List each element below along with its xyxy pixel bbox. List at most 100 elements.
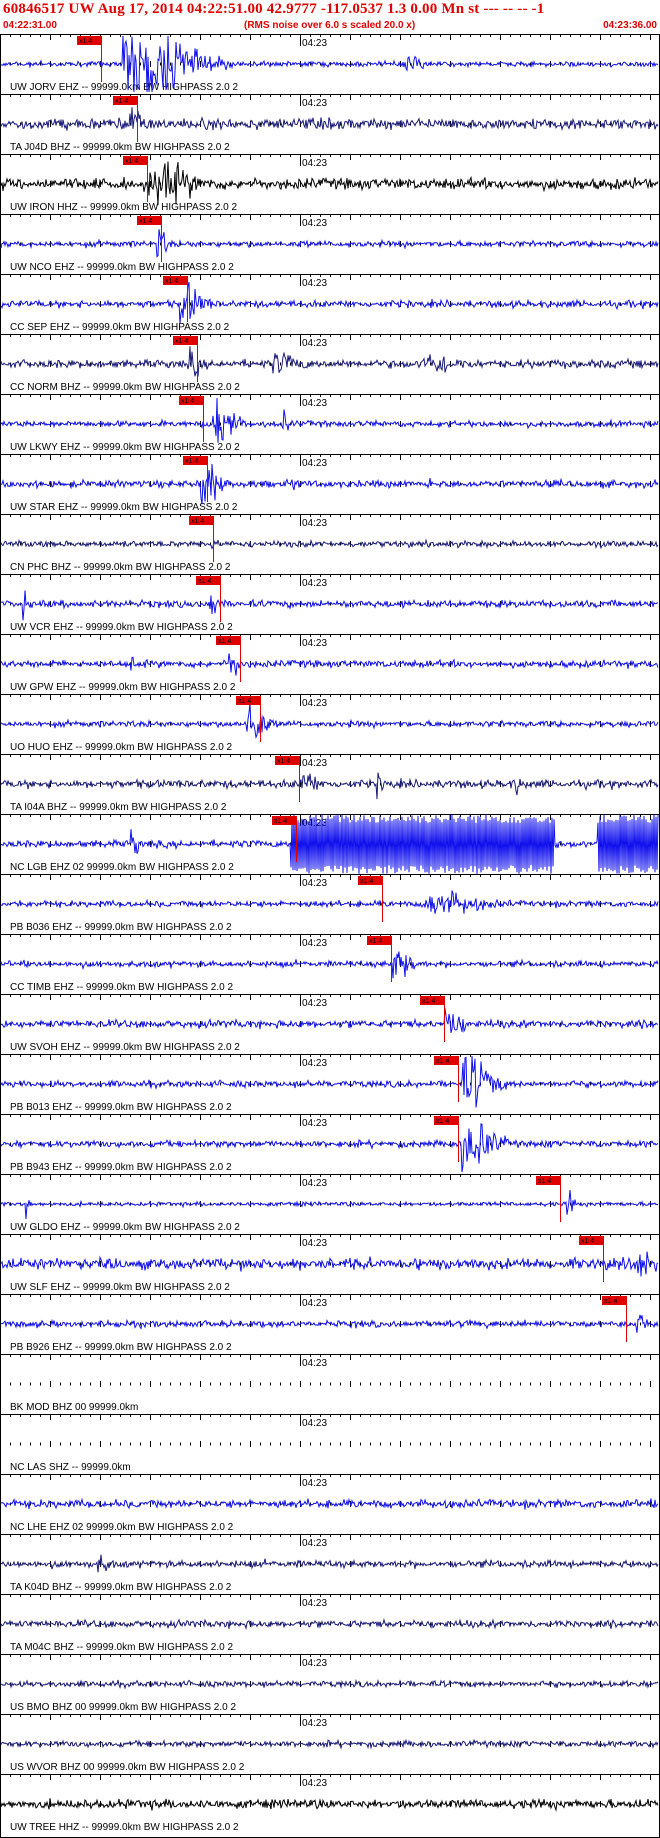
minute-label: 04:23 xyxy=(302,458,327,469)
pick-label: x1 4 xyxy=(165,278,178,285)
minute-label: 04:23 xyxy=(302,578,327,589)
minute-label: 04:23 xyxy=(302,338,327,349)
pick-label: x1 4 xyxy=(538,1178,551,1185)
pick-flag xyxy=(367,936,391,945)
minute-label: 04:23 xyxy=(302,1358,327,1369)
station-label: TA I04A BHZ -- 99999.0km BW HIGHPASS 2.0… xyxy=(10,802,227,813)
station-label: UW LKWY EHZ -- 99999.0km BW HIGHPASS 2.0… xyxy=(10,442,240,453)
waveform xyxy=(0,1618,659,1631)
pick-label: x1 4 xyxy=(198,578,211,585)
minute-label: 04:23 xyxy=(302,638,327,649)
time-ticks xyxy=(0,574,660,607)
pick-flag xyxy=(173,336,197,345)
pick-label: x1 4 xyxy=(175,338,188,345)
pick-label: x1 4 xyxy=(369,938,382,945)
seismogram-panel: 04:23 UW JORV EHZ -- 99999.0km BW HIGHPAS… xyxy=(0,34,660,1838)
minute-label: 04:23 xyxy=(302,758,327,769)
station-label: NC LGB EHZ 02 99999.0km BW HIGHPASS 2.0 … xyxy=(10,862,234,873)
minute-label: 04:23 xyxy=(302,1238,327,1249)
pick-label: x1 4 xyxy=(185,458,198,465)
time-ticks xyxy=(0,1114,660,1147)
pick-flag xyxy=(434,1116,458,1125)
station-label: CC TIMB EHZ -- 99999.0km BW HIGHPASS 2.0… xyxy=(10,982,233,993)
minute-label: 04:23 xyxy=(302,398,327,409)
waveform xyxy=(0,951,659,979)
pick-flag xyxy=(113,96,137,105)
pick-label: x1 4 xyxy=(238,698,251,705)
station-label: UW TREE HHZ -- 99999.0km BW HIGHPASS 2.0… xyxy=(10,1822,239,1833)
pick-flag xyxy=(163,276,187,285)
waveform xyxy=(0,1497,659,1510)
station-label: UW JORV EHZ -- 99999.0km BW HIGHPASS 2.0… xyxy=(10,82,238,93)
seismogram-plot: 04:23 UW JORV EHZ -- 99999.0km BW HIGHPAS… xyxy=(0,34,660,1838)
pick-flag xyxy=(77,36,101,45)
waveform xyxy=(0,346,659,377)
pick-flag xyxy=(579,1236,603,1245)
scale-note: (RMS noise over 6.0 s scaled 20.0 x) xyxy=(244,20,416,31)
pick-flag xyxy=(216,636,240,645)
station-label: NC LHE EHZ 02 99999.0km BW HIGHPASS 2.0 … xyxy=(10,1522,234,1533)
pick-flag xyxy=(272,816,296,825)
waveform xyxy=(0,398,659,443)
station-label: UW VCR EHZ -- 99999.0km BW HIGHPASS 2.0 … xyxy=(10,622,233,633)
station-label: PB B036 EHZ -- 99999.0km BW HIGHPASS 2.0… xyxy=(10,922,232,933)
time-ticks xyxy=(0,754,660,787)
waveform xyxy=(0,538,659,550)
station-label: BK MOD BHZ 00 99999.0km xyxy=(10,1402,138,1413)
waveform xyxy=(1,590,659,621)
waveform xyxy=(0,281,659,324)
waveform xyxy=(0,229,659,258)
waveform xyxy=(0,1251,659,1277)
station-label: UW GPW EHZ -- 99999.0km BW HIGHPASS 2.0 … xyxy=(10,682,236,693)
waveform xyxy=(0,1797,659,1812)
end-time: 04:23:36.00 xyxy=(603,20,657,31)
station-label: CN PHC BHZ -- 99999.0km BW HIGHPASS 2.0 … xyxy=(10,562,231,573)
minute-label: 04:23 xyxy=(302,1118,327,1129)
waveform xyxy=(0,653,659,676)
station-label: PB B926 EHZ -- 99999.0km BW HIGHPASS 2.0… xyxy=(10,1342,232,1353)
waveform xyxy=(0,107,659,132)
station-label: NC LAS SHZ -- 99999.0km xyxy=(10,1462,131,1473)
minute-label: 04:23 xyxy=(302,518,327,529)
waveform xyxy=(0,702,659,740)
minute-label: 04:23 xyxy=(302,1178,327,1189)
pick-flag xyxy=(434,1056,458,1065)
pick-flag xyxy=(137,216,161,225)
pick-flag xyxy=(536,1176,560,1185)
station-label: UW GLDO EHZ -- 99999.0km BW HIGHPASS 2.0… xyxy=(10,1222,240,1233)
waveform xyxy=(0,1678,659,1690)
waveform xyxy=(0,35,659,93)
station-label: PB B943 EHZ -- 99999.0km BW HIGHPASS 2.0… xyxy=(10,1162,232,1173)
minute-label: 04:23 xyxy=(302,1298,327,1309)
event-title: 60846517 UW Aug 17, 2014 04:22:51.00 42.… xyxy=(3,1,545,17)
minute-label: 04:23 xyxy=(302,1418,327,1429)
minute-label: 04:23 xyxy=(302,998,327,1009)
pick-label: x1 4 xyxy=(581,1238,594,1245)
waveform xyxy=(1,813,659,874)
waveform xyxy=(0,1123,659,1173)
minute-label: 04:23 xyxy=(302,1538,327,1549)
pick-flag xyxy=(179,396,203,405)
pick-label: x1 4 xyxy=(604,1298,617,1305)
pick-label: x1 4 xyxy=(139,218,152,225)
header: 60846517 UW Aug 17, 2014 04:22:51.00 42.… xyxy=(0,0,660,34)
minute-label: 04:23 xyxy=(302,158,327,169)
pick-label: x1 4 xyxy=(125,158,138,165)
station-label: UW IRON HHZ -- 99999.0km BW HIGHPASS 2.0… xyxy=(10,202,238,213)
station-label: UW STAR EHZ -- 99999.0km BW HIGHPASS 2.0… xyxy=(10,502,238,513)
start-time: 04:22:31.00 xyxy=(3,20,57,31)
pick-flag xyxy=(236,696,260,705)
station-label: TA M04C BHZ -- 99999.0km BW HIGHPASS 2.0… xyxy=(10,1642,233,1653)
station-label: UO HUO EHZ -- 99999.0km BW HIGHPASS 2.0 … xyxy=(10,742,233,753)
minute-label: 04:23 xyxy=(302,38,327,49)
station-label: CC SEP EHZ -- 99999.0km BW HIGHPASS 2.0 … xyxy=(10,322,230,333)
minute-label: 04:23 xyxy=(302,1718,327,1729)
pick-flag xyxy=(420,996,444,1005)
minute-label: 04:23 xyxy=(302,1658,327,1669)
waveform xyxy=(0,1554,659,1573)
time-ticks xyxy=(0,1174,660,1207)
pick-label: x1 4 xyxy=(191,518,204,525)
pick-flag xyxy=(189,516,213,525)
waveform xyxy=(0,161,659,206)
waveform xyxy=(0,1314,659,1333)
